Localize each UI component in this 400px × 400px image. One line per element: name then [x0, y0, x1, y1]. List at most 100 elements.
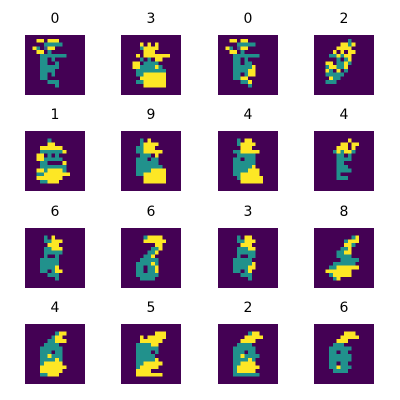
- heat-cell: [147, 350, 151, 354]
- heat-cell: [139, 354, 144, 358]
- heat-cell: [51, 246, 55, 251]
- heat-cell: [347, 168, 352, 173]
- heat-cell: [340, 157, 344, 161]
- heat-cell: [158, 68, 163, 73]
- heat-cell: [332, 72, 337, 77]
- heat-cell: [329, 346, 333, 351]
- heat-cell: [332, 365, 337, 369]
- heat-cell: [236, 269, 241, 273]
- heat-cell: [344, 57, 348, 62]
- heat-cell: [136, 372, 140, 377]
- heat-cell: [162, 168, 166, 173]
- heat-cell: [355, 239, 359, 243]
- heat-cell: [43, 254, 48, 258]
- heat-cell: [154, 83, 159, 88]
- heat-cell: [47, 357, 52, 362]
- heat-cell: [325, 65, 329, 69]
- heat-cell: [43, 246, 48, 251]
- image-tile: [314, 324, 374, 384]
- heat-cell: [55, 172, 59, 176]
- heat-cell: [351, 146, 356, 150]
- heat-cell: [248, 138, 252, 143]
- heat-cell: [244, 243, 248, 247]
- heat-cell: [143, 168, 148, 173]
- heat-cell: [233, 361, 237, 366]
- heat-cell: [248, 235, 252, 240]
- heat-cell: [147, 80, 151, 84]
- heat-cell: [43, 68, 48, 73]
- heat-cell: [158, 57, 163, 62]
- heat-cell: [151, 65, 155, 69]
- heat-cell: [251, 261, 256, 266]
- heat-cell: [151, 357, 155, 362]
- heat-cell: [340, 339, 344, 343]
- heat-cell: [347, 239, 352, 243]
- heat-cell: [347, 357, 352, 362]
- heat-cell: [332, 261, 337, 266]
- heat-cell: [143, 172, 148, 176]
- heat-cell: [40, 157, 44, 161]
- heat-cell: [43, 161, 48, 165]
- heat-cell: [136, 157, 140, 161]
- heat-cell: [236, 46, 241, 50]
- heat-cell: [255, 372, 260, 377]
- heat-cell: [51, 179, 55, 184]
- heat-cell: [244, 372, 248, 377]
- heat-cell: [55, 269, 59, 273]
- heat-cell: [233, 65, 237, 69]
- heat-cell: [40, 372, 44, 377]
- heat-cell: [51, 346, 55, 351]
- heat-cell: [347, 243, 352, 247]
- heat-cell: [43, 65, 48, 69]
- heat-cell: [240, 357, 245, 362]
- heat-cell: [236, 65, 241, 69]
- heat-cell: [251, 68, 256, 73]
- heat-cell: [47, 265, 52, 270]
- heat-cell: [244, 246, 248, 251]
- heat-cell: [36, 38, 40, 43]
- heat-cell: [347, 149, 352, 154]
- heat-cell: [154, 179, 159, 184]
- heat-cell: [154, 161, 159, 165]
- heat-cell: [55, 246, 59, 251]
- heat-cell: [58, 250, 63, 255]
- heat-cell: [55, 354, 59, 358]
- heat-cell: [344, 243, 348, 247]
- heat-cell: [51, 164, 55, 169]
- heat-cell: [43, 369, 48, 373]
- heat-cell: [336, 53, 341, 58]
- heat-cell: [340, 65, 344, 69]
- heat-cell: [151, 46, 155, 50]
- heat-cell: [158, 361, 163, 366]
- heat-cell: [244, 172, 248, 176]
- heat-cell: [147, 149, 151, 154]
- heat-cell: [162, 239, 166, 243]
- heat-cell: [240, 142, 245, 146]
- heat-cell: [143, 142, 148, 146]
- heat-cell: [139, 361, 144, 366]
- heat-cell: [351, 235, 356, 240]
- heat-cell: [51, 258, 55, 262]
- heat-cell: [162, 53, 166, 58]
- heat-cell: [55, 342, 59, 347]
- heat-cell: [329, 53, 333, 58]
- heat-cell: [347, 57, 352, 62]
- heat-cell: [151, 176, 155, 180]
- heat-cell: [147, 239, 151, 243]
- panel-title: 2: [339, 11, 349, 27]
- heat-cell: [240, 149, 245, 154]
- heat-cell: [240, 346, 245, 351]
- heat-cell: [329, 265, 333, 270]
- heat-cell: [136, 346, 140, 351]
- heat-cell: [340, 250, 344, 255]
- heat-cell: [229, 50, 233, 54]
- heat-cell: [43, 269, 48, 273]
- heat-cell: [147, 235, 151, 240]
- heat-cell: [344, 369, 348, 373]
- heat-cell: [147, 83, 151, 88]
- heat-cell: [36, 157, 40, 161]
- heat-cell: [55, 361, 59, 366]
- heat-cell: [40, 265, 44, 270]
- heat-cell: [344, 142, 348, 146]
- heat-cell: [347, 331, 352, 336]
